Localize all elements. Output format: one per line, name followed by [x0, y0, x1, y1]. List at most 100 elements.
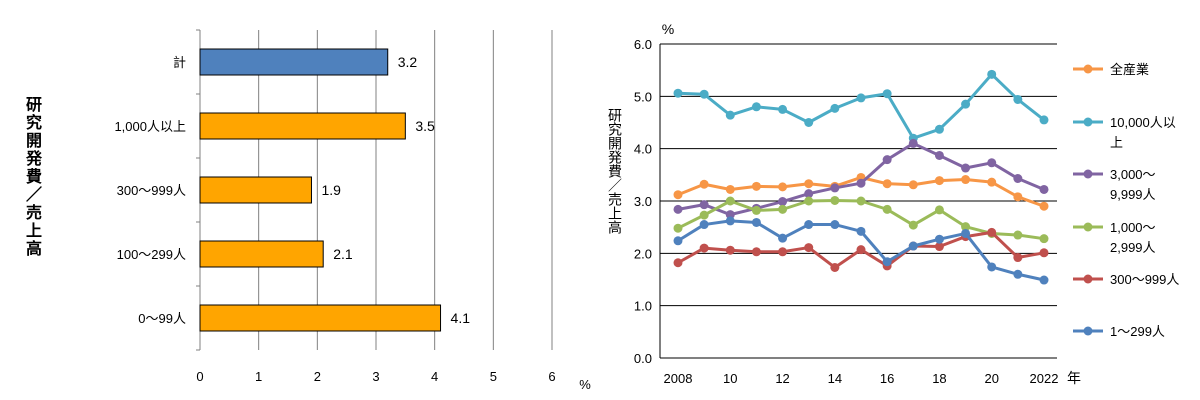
series-point [1013, 173, 1023, 183]
series-point [908, 138, 918, 148]
legend-swatch-marker [1083, 222, 1093, 232]
series-point [856, 245, 866, 255]
series-point [778, 104, 788, 114]
series-point [987, 158, 997, 168]
series-point [673, 258, 683, 268]
series-point [934, 234, 944, 244]
series-point [673, 88, 683, 98]
series-point [699, 220, 709, 230]
series-point [804, 118, 814, 127]
series-point [882, 257, 892, 267]
legend-label: 2,999人 [1110, 240, 1156, 255]
series-point [856, 178, 866, 188]
series-point [751, 217, 761, 227]
series-point [699, 243, 709, 253]
bar-x-tick-label: 1 [255, 369, 262, 384]
legend-label: 1,000～ [1110, 220, 1156, 235]
series-point [1013, 253, 1023, 263]
line-x-tick-label: 2022 [1030, 371, 1059, 386]
series-point [804, 189, 814, 199]
line-y-unit: % [662, 21, 674, 37]
series-point [804, 196, 814, 206]
series-point [987, 69, 997, 79]
series-point [882, 204, 892, 214]
series-point [908, 180, 918, 190]
series-point [725, 245, 735, 255]
series-point [1013, 230, 1023, 240]
series-point [751, 102, 761, 112]
legend-label: 10,000人以 [1110, 115, 1176, 130]
series-point [961, 222, 971, 232]
bar-x-tick-label: 6 [548, 369, 555, 384]
bar-value-label: 3.5 [415, 118, 435, 134]
line-x-tick-label: 20 [984, 371, 998, 386]
series-point [961, 228, 971, 238]
bar-x-tick-label: 4 [431, 369, 438, 384]
line-x-tick-label: 2008 [664, 371, 693, 386]
legend-label: 上 [1110, 135, 1123, 150]
bar-x-tick-label: 2 [314, 369, 321, 384]
series-point [1013, 269, 1023, 279]
series-point [778, 247, 788, 257]
bar-category-label: 0～99人 [138, 311, 186, 326]
legend-label: 300～999人 [1110, 272, 1179, 287]
line-y-tick-label: 0.0 [634, 351, 652, 366]
series-point [1039, 275, 1049, 285]
bar-value-label: 1.9 [321, 182, 341, 198]
bar [199, 240, 324, 268]
bar-x-tick-label: 3 [372, 369, 379, 384]
line-x-tick-label: 12 [775, 371, 789, 386]
line-y-tick-label: 2.0 [634, 246, 652, 261]
left-y-axis-label: 研究開発費／売上高 [23, 96, 42, 258]
series-point [778, 204, 788, 214]
legend-swatch-marker [1083, 326, 1093, 336]
series-point [751, 205, 761, 215]
series-point [856, 226, 866, 236]
series-point [987, 177, 997, 187]
series-point [987, 227, 997, 237]
series-point [699, 89, 709, 99]
series-point [830, 103, 840, 113]
series-point [961, 163, 971, 173]
line-y-tick-label: 3.0 [634, 194, 652, 209]
series-point [856, 196, 866, 206]
series-point [1039, 201, 1049, 211]
line-y-tick-label: 5.0 [634, 89, 652, 104]
series-point [1013, 94, 1023, 104]
series-point [987, 262, 997, 272]
series-point [934, 205, 944, 215]
line-x-tick-label: 16 [880, 371, 894, 386]
bar [199, 48, 389, 76]
line-y-tick-label: 6.0 [634, 37, 652, 52]
legend-swatch-marker [1083, 274, 1093, 284]
bar [199, 304, 442, 332]
series-line [677, 72, 1045, 140]
series-point [725, 210, 735, 220]
series-point [778, 182, 788, 192]
line-y-tick-label: 4.0 [634, 142, 652, 157]
series-point [751, 247, 761, 257]
series-point [673, 236, 683, 246]
series-point [699, 179, 709, 189]
bar-category-label: 300～999人 [117, 183, 186, 198]
series-point [804, 243, 814, 253]
bar-category-label: 100～299人 [117, 247, 186, 262]
series-point [1039, 234, 1049, 244]
series-point [1039, 184, 1049, 194]
series-point [934, 124, 944, 134]
series-point [856, 93, 866, 103]
line-x-tick-label: 10 [723, 371, 737, 386]
bar-x-unit: % [579, 377, 591, 392]
bar-value-label: 4.1 [451, 310, 471, 326]
series-point [1039, 115, 1049, 125]
legend-label: 9,999人 [1110, 187, 1156, 202]
series-point [1039, 248, 1049, 258]
series-point [830, 195, 840, 205]
line-x-tick-label: 14 [828, 371, 842, 386]
series-point [751, 181, 761, 191]
series-point [961, 99, 971, 109]
series-point [725, 196, 735, 206]
legend-label: 3,000～ [1110, 167, 1156, 182]
series-point [778, 197, 788, 207]
